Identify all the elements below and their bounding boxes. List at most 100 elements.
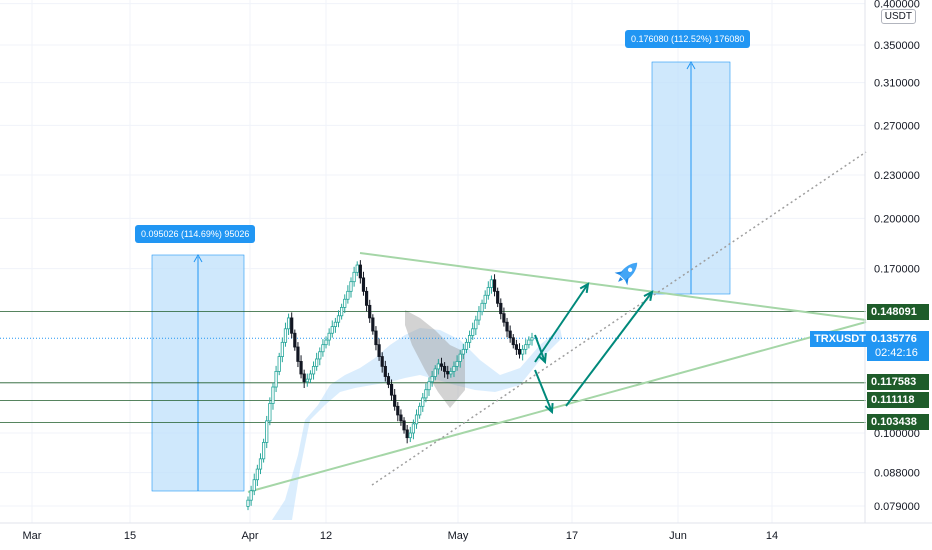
rocket-icon [614, 262, 638, 286]
arrow-up-1 [534, 283, 589, 363]
candle [421, 397, 425, 407]
last-price-tag: 0.135776 [867, 331, 929, 347]
level-tag-2: 0.111118 [867, 392, 929, 408]
candle [461, 348, 465, 355]
y-tick-label: 0.310000 [874, 78, 920, 90]
symbol-tag: TRXUSDT [810, 331, 870, 347]
candle [439, 363, 444, 367]
candle [411, 423, 416, 434]
candle [405, 429, 409, 439]
arrow-down-2-head [544, 402, 554, 415]
candle [296, 346, 300, 362]
candle [502, 313, 506, 323]
candle [386, 376, 391, 385]
candle [527, 339, 531, 346]
measure-label-left: 0.095026 (114.69%) 95026 [135, 225, 256, 243]
candle [389, 383, 394, 396]
currency-badge[interactable]: USDT [880, 9, 916, 24]
candle [402, 420, 406, 431]
candle [474, 319, 478, 330]
horizontal-levels [0, 310, 866, 423]
candle [436, 363, 440, 370]
candle [517, 348, 522, 355]
level-tag-0: 0.148091 [867, 304, 929, 320]
projection-arrows [534, 262, 654, 415]
candle [408, 432, 412, 439]
level-tag-1: 0.117583 [867, 374, 929, 390]
arrow-down-1 [534, 334, 546, 363]
x-tick-label: Jun [669, 530, 687, 542]
x-tick-label: Apr [241, 530, 258, 542]
candle [258, 458, 263, 470]
candle [311, 365, 316, 375]
chart-grid [0, 0, 865, 523]
candle [446, 371, 450, 375]
dotted-trendline [371, 151, 867, 486]
candle [352, 271, 356, 283]
candle [393, 394, 397, 407]
candle [283, 328, 288, 343]
candle [430, 376, 434, 383]
ichimoku-cloud [272, 310, 562, 520]
y-tick-label: 0.170000 [874, 264, 920, 276]
candle [346, 290, 350, 300]
candle [524, 344, 528, 350]
candle [399, 414, 403, 422]
candle [455, 361, 459, 367]
candle [246, 499, 250, 507]
x-tick-label: 14 [766, 530, 778, 542]
candle [486, 287, 490, 296]
candle [315, 358, 319, 367]
candle [380, 356, 384, 367]
price-axis: 0.400000 0.350000 0.310000 0.270000 0.230000… [864, 0, 920, 523]
arrow-up-2-head [643, 290, 654, 302]
candle [324, 339, 328, 346]
candle [511, 337, 515, 346]
candle [355, 264, 359, 273]
bar-countdown: 02:42:16 [867, 346, 929, 361]
candle [505, 321, 509, 332]
candle [452, 365, 456, 372]
y-tick-label: 0.230000 [874, 170, 920, 182]
candle [480, 302, 484, 312]
arrow-down-1-head [537, 352, 547, 365]
candle [374, 330, 378, 346]
candle [271, 386, 275, 404]
y-tick-label: 0.400000 [874, 0, 920, 11]
x-tick-label: 12 [320, 530, 332, 542]
candle [424, 389, 428, 399]
candle [252, 479, 256, 492]
candles-group [246, 260, 534, 511]
y-tick-label: 0.088000 [874, 468, 920, 480]
candle [343, 298, 347, 308]
measurement-boxes [151, 60, 731, 492]
candle [471, 328, 475, 336]
lower-trendline [247, 321, 867, 493]
candle [299, 361, 303, 375]
candle [414, 414, 419, 425]
candle [340, 307, 344, 317]
candle [290, 317, 294, 334]
candle [321, 344, 325, 353]
y-tick-label: 0.270000 [874, 120, 920, 132]
candle [305, 378, 309, 383]
candle [371, 317, 375, 332]
x-tick-label: 15 [124, 530, 136, 542]
candle [530, 337, 534, 341]
candle [249, 490, 253, 501]
y-tick-label: 0.079000 [874, 501, 920, 513]
candle [265, 420, 269, 443]
candle [433, 368, 437, 377]
arrow-down-2 [534, 369, 553, 413]
candle [377, 344, 381, 357]
candle [274, 371, 278, 388]
trendlines [247, 151, 867, 493]
candle [286, 317, 291, 330]
candle [449, 371, 453, 375]
candle [302, 373, 306, 383]
candle [336, 315, 341, 323]
candle [308, 373, 313, 380]
candle [427, 381, 431, 391]
x-tick-label: 17 [566, 530, 578, 542]
